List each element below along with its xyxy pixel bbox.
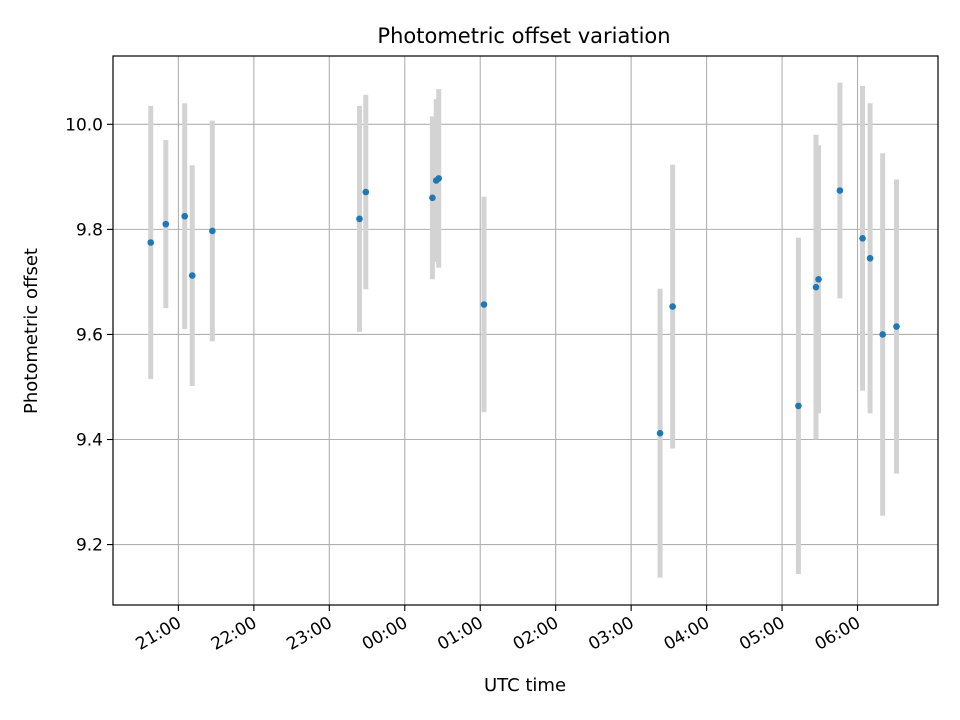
y-tick-label: 9.6	[76, 325, 103, 345]
data-point	[879, 331, 886, 338]
x-tick-label: 00:00	[359, 613, 411, 655]
y-tick-label: 9.4	[76, 431, 103, 451]
chart-title: Photometric offset variation	[377, 24, 670, 48]
x-tick-label: 23:00	[283, 613, 335, 655]
data-point	[656, 429, 664, 437]
errorbars	[148, 82, 899, 578]
x-tick-label: 02:00	[510, 613, 562, 655]
x-tick-label: 01:00	[434, 613, 486, 655]
data-point	[866, 254, 874, 262]
data-point	[209, 227, 216, 235]
data-point	[181, 212, 188, 220]
plot-frame	[112, 55, 939, 606]
data-point	[188, 272, 196, 279]
data-point	[480, 301, 488, 308]
x-axis-label: UTC time	[484, 675, 566, 696]
data-point	[362, 188, 370, 196]
data-point	[893, 323, 900, 330]
data-point	[795, 402, 802, 410]
data-point	[815, 275, 822, 283]
data-point	[859, 234, 866, 242]
data-point	[435, 175, 443, 182]
y-tick-label: 9.8	[76, 220, 103, 240]
x-tick-label: 04:00	[661, 613, 713, 655]
data-point	[836, 187, 844, 194]
y-axis-label: Photometric offset	[21, 248, 42, 414]
data-point	[356, 215, 363, 223]
x-tick-label: 22:00	[208, 613, 260, 655]
x-tick-label: 21:00	[132, 613, 184, 655]
data-point	[162, 220, 170, 228]
x-tick-label: 06:00	[812, 613, 864, 655]
data-point	[429, 194, 436, 202]
data-point	[812, 283, 820, 291]
data-point	[669, 303, 676, 310]
y-tick-label: 10.0	[65, 115, 103, 135]
x-tick-label: 05:00	[736, 613, 788, 655]
data-points	[147, 175, 900, 437]
x-tick-label: 03:00	[585, 613, 637, 655]
data-point	[147, 239, 155, 246]
y-tick-label: 9.2	[76, 536, 103, 556]
